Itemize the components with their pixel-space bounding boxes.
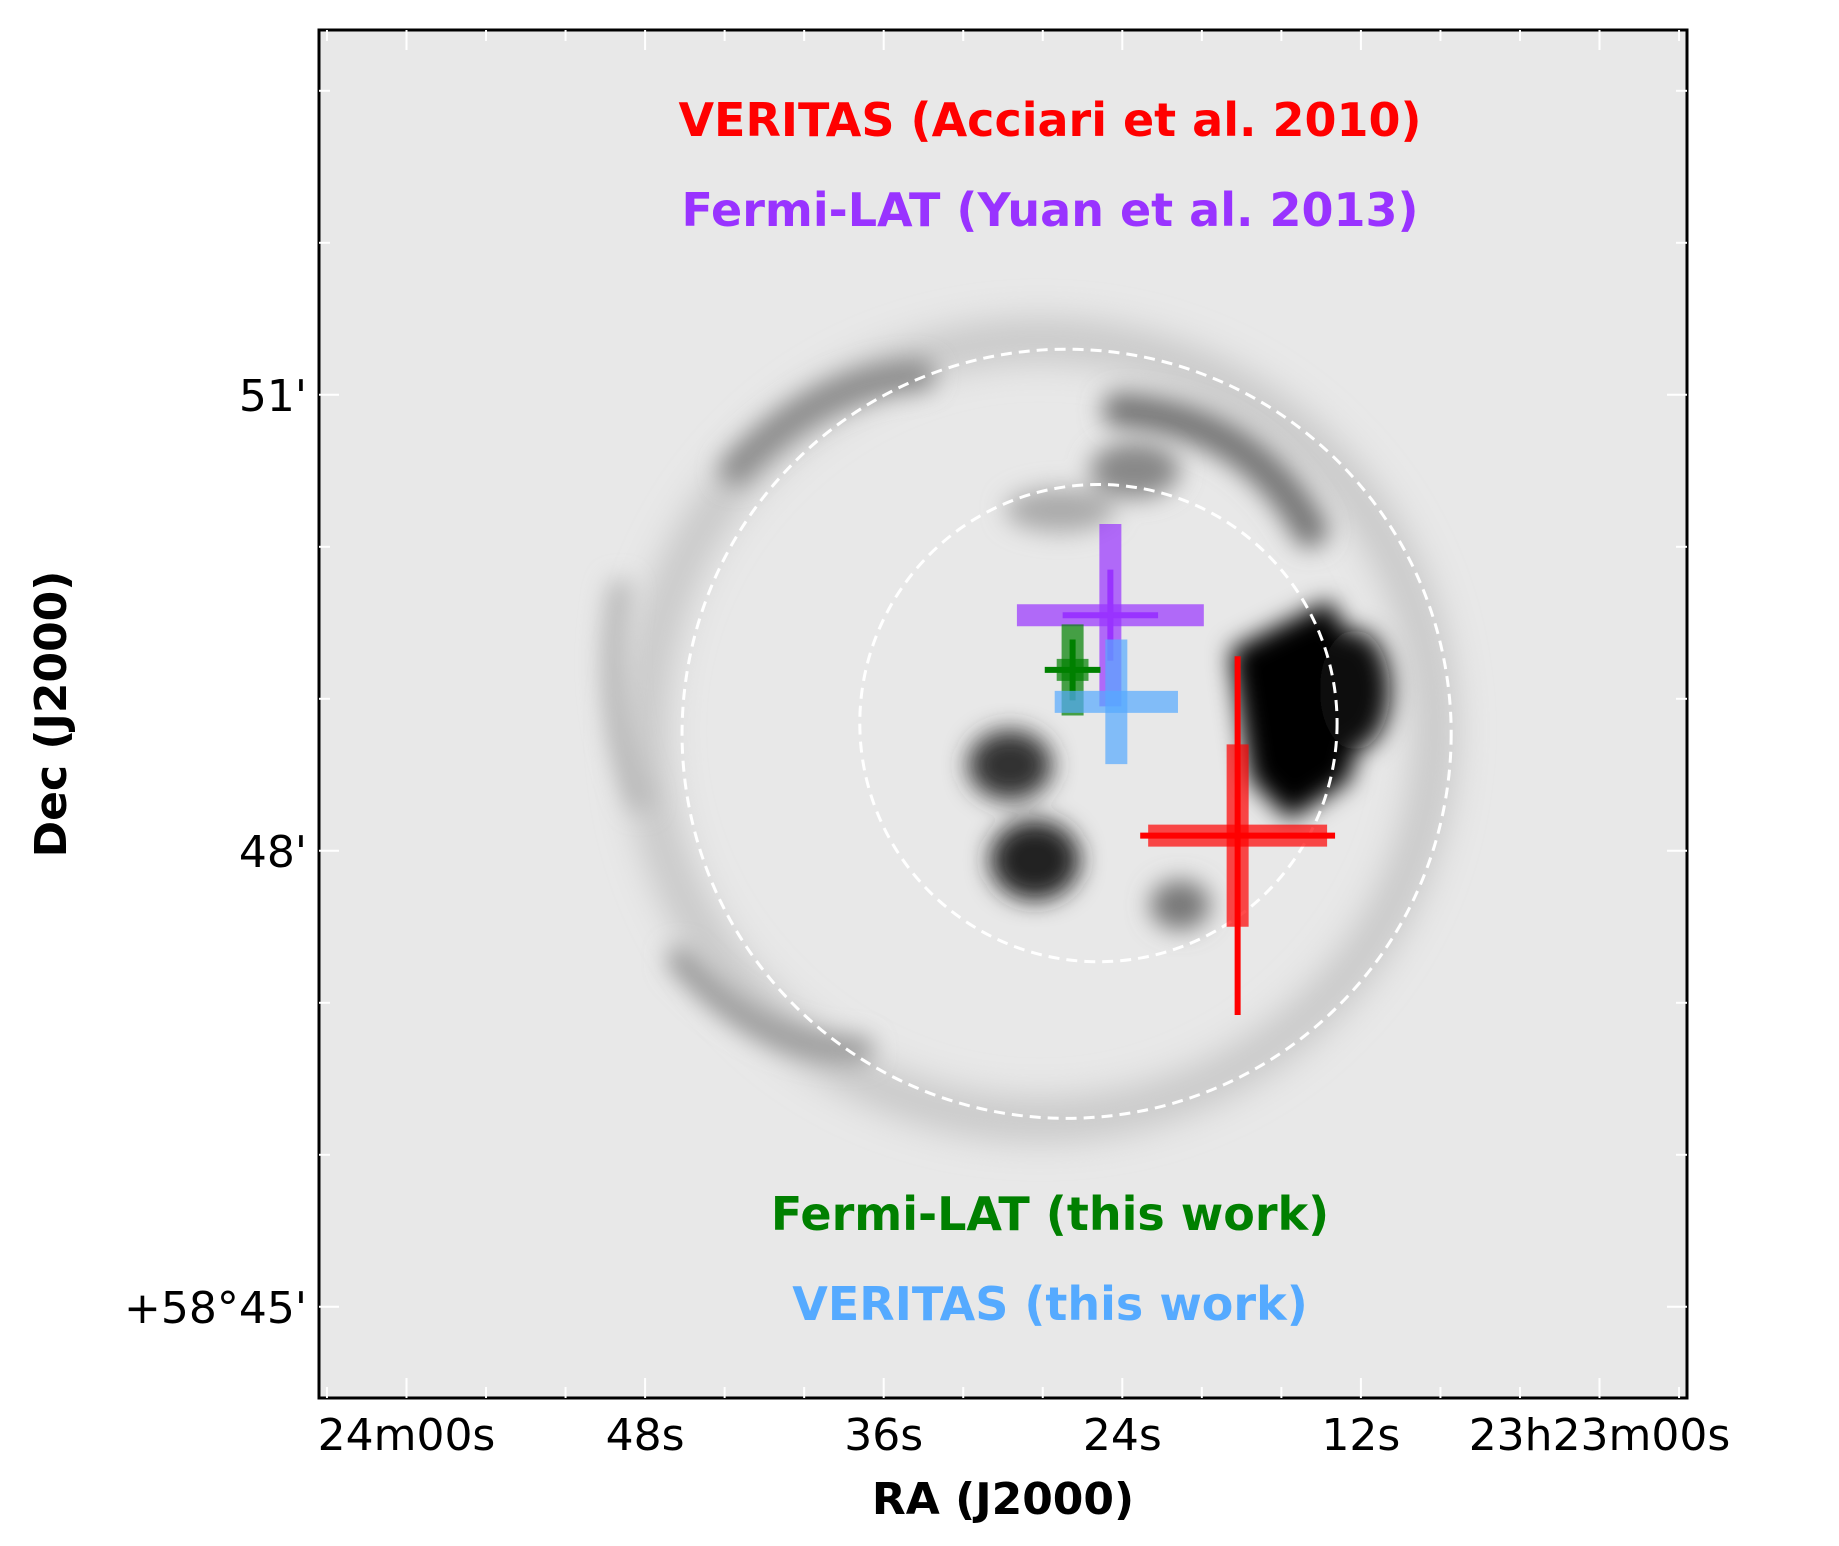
dashed-circle — [680, 347, 1453, 1120]
y-tick-label: 48' — [239, 827, 307, 878]
marker-0 — [1140, 656, 1336, 1015]
legend-veritas-this-work: VERITAS (this work) — [792, 1277, 1307, 1331]
x-tick-label: 23h23m00s — [1469, 1410, 1731, 1461]
background-image — [319, 30, 1687, 1398]
y-tick-label: +58°45' — [124, 1283, 307, 1334]
legend-veritas-acciari: VERITAS (Acciari et al. 2010) — [678, 93, 1421, 147]
x-tick-label: 24m00s — [318, 1410, 496, 1461]
x-tick-label: 48s — [606, 1410, 685, 1461]
legend-fermi-this-work: Fermi-LAT (this work) — [771, 1187, 1329, 1241]
overlay-layer — [680, 347, 1453, 1120]
x-axis-label: RA (J2000) — [872, 1474, 1134, 1525]
legend-fermi-yuan: Fermi-LAT (Yuan et al. 2013) — [681, 183, 1418, 237]
dashed-circle — [858, 482, 1339, 964]
y-tick-label: 51' — [239, 371, 307, 422]
plot-frame — [317, 28, 1689, 1400]
x-tick-label: 12s — [1321, 1410, 1400, 1461]
marker-3 — [1054, 639, 1178, 765]
x-tick-label: 24s — [1083, 1410, 1162, 1461]
axis-ticks: 24m00s 48s 36s 24s 12s 23h23m00s 51' 48' +58°45' — [124, 30, 1730, 1461]
y-axis-label: Dec (J2000) — [26, 571, 77, 858]
x-tick-label: 36s — [844, 1410, 923, 1461]
